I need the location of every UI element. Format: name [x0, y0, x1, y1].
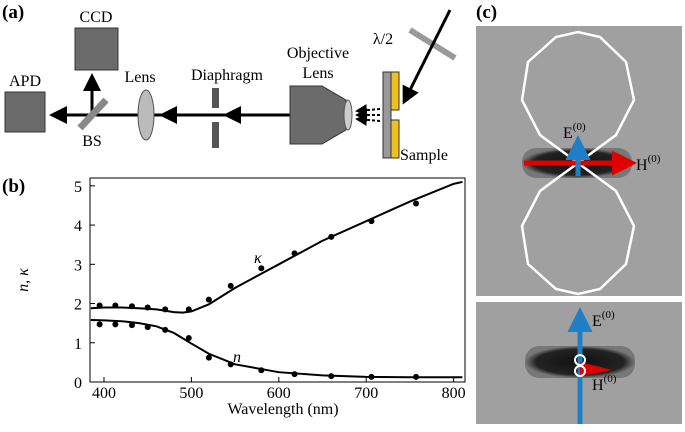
y-tick-label: 2 [74, 297, 82, 314]
objective [289, 85, 347, 145]
x-tick-label: 800 [442, 385, 466, 402]
y-tick-label: 3 [74, 257, 82, 274]
diaphragm [212, 122, 219, 148]
y-tick-label: 4 [74, 218, 82, 235]
x-axis-label: Wavelength (nm) [227, 401, 338, 418]
data-point [185, 335, 192, 342]
sample [390, 119, 400, 159]
h-arrow [580, 362, 612, 376]
label: Lens [302, 65, 333, 82]
collection [355, 104, 381, 126]
label: Lens [124, 69, 155, 86]
panel-a: (a) CCD APD BS Lens Diaphragm Objective … [2, 2, 457, 164]
ccd-box [74, 27, 119, 71]
fit-line [90, 319, 463, 379]
label: Objective [287, 45, 349, 62]
y-tick-label: 5 [74, 179, 82, 196]
lens [137, 89, 155, 141]
panel-label: (c) [476, 2, 497, 23]
fit-line [90, 180, 463, 314]
data-point [258, 265, 265, 272]
beam-splitter [77, 97, 109, 131]
data-point [128, 322, 135, 329]
objective-front [343, 99, 353, 131]
data-point [96, 321, 103, 328]
arrow [402, 9, 452, 105]
apd-box [4, 91, 46, 133]
panel-c: (c) E(0) H(0) E(0) H(0) [476, 2, 682, 424]
panel-b: (b) Wavelength (nm) n, κ κ n 400 500 600 70… [2, 176, 466, 418]
panel-label: (a) [2, 2, 24, 23]
label: λ/2 [373, 31, 393, 48]
data-point [205, 296, 212, 303]
diaphragm [212, 88, 219, 108]
label: APD [9, 73, 41, 90]
y-tick-label: 0 [74, 375, 82, 392]
x-tick-label: 700 [354, 385, 378, 402]
label: Diaphragm [191, 67, 264, 84]
label: E(0) [592, 309, 615, 330]
x-tick-label: 400 [92, 385, 116, 402]
label: H(0) [592, 373, 617, 394]
y-tick-label: 1 [74, 336, 82, 353]
substrate [382, 71, 392, 159]
x-tick-label: 500 [179, 385, 203, 402]
label: E(0) [563, 121, 586, 142]
label: H(0) [636, 153, 661, 174]
data-point [227, 282, 234, 289]
axes-frame [89, 177, 466, 383]
label: BS [82, 133, 102, 150]
sample [390, 71, 400, 111]
marker [574, 365, 586, 377]
x-tick-label: 600 [267, 385, 291, 402]
label: Sample [400, 147, 448, 164]
data-point [112, 321, 119, 328]
data-point [205, 354, 212, 361]
annotation: κ [254, 250, 262, 267]
data-point [413, 200, 420, 207]
annotation: n [233, 349, 241, 366]
y-axis-label: n, κ [15, 268, 32, 292]
label: CCD [80, 9, 113, 26]
emission-pattern [520, 30, 636, 296]
panel-label: (b) [2, 176, 25, 197]
